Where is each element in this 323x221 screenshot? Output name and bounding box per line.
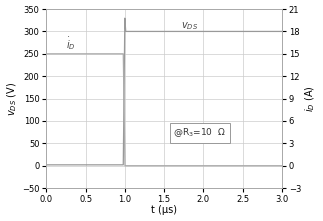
Text: $\dot{i}_D$: $\dot{i}_D$: [66, 35, 76, 52]
Text: $v_{DS}$: $v_{DS}$: [181, 20, 198, 32]
X-axis label: t (μs): t (μs): [151, 206, 177, 215]
Y-axis label: $v_{DS}$ (V): $v_{DS}$ (V): [5, 82, 19, 116]
Text: @R$_3$=10  Ω: @R$_3$=10 Ω: [173, 126, 226, 139]
Y-axis label: $i_D$ (A): $i_D$ (A): [304, 85, 318, 112]
